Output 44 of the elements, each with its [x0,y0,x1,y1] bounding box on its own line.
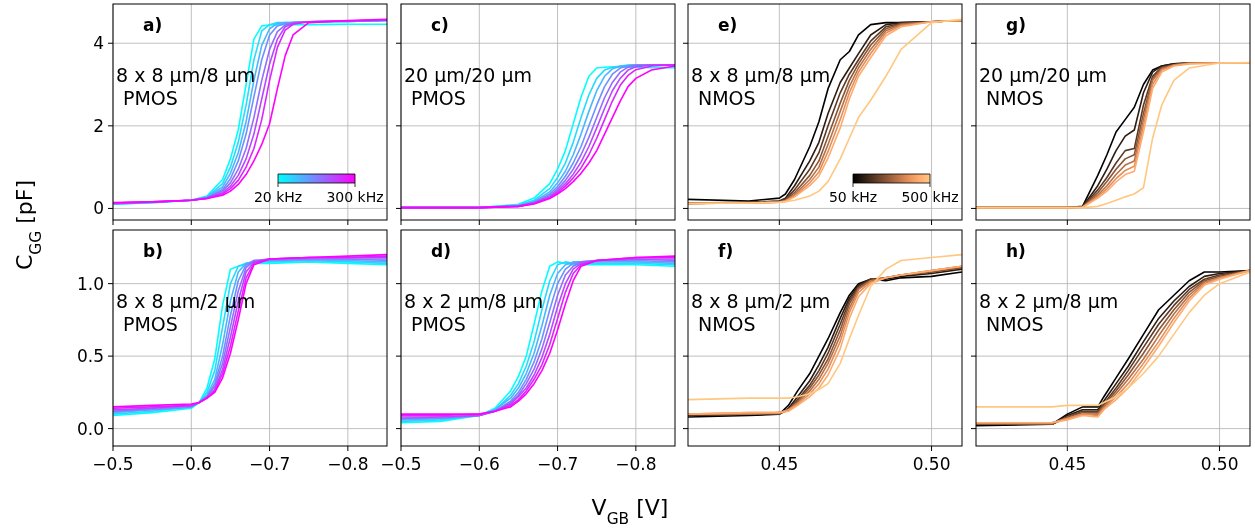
x-tick-label: 0.45 [1048,454,1087,474]
annotation: PMOS [411,87,466,109]
annotation: PMOS [123,313,178,335]
annotation: NMOS [698,87,756,109]
y-tick-label: 4 [93,33,104,54]
annotation: 20 μm/20 μm [979,64,1108,86]
annotation: NMOS [698,313,756,335]
x-tick-label: −0.8 [327,454,369,474]
x-tick-label: −0.6 [458,454,500,474]
annotation: PMOS [123,87,178,109]
annotation: 8 x 2 μm/8 μm [979,290,1119,312]
annotation: g) [1006,15,1026,35]
x-tick-label: −0.6 [170,454,212,474]
x-tick-label: −0.8 [615,454,657,474]
y-tick-label: 0 [93,198,104,219]
annotation: 8 x 8 μm/8 μm [691,64,831,86]
annotation: 8 x 8 μm/2 μm [691,290,831,312]
x-tick-label: −0.5 [380,454,422,474]
y-tick-label: 2 [93,115,104,136]
annotation: NMOS [986,313,1044,335]
annotation: c) [431,15,449,35]
x-axis-title: V$_{GB}$ [V] [591,495,669,528]
y-tick-label: 0.0 [76,418,104,439]
annotation: h) [1006,241,1026,261]
annotation: 50 kHz [828,189,878,205]
annotation: 500 kHz [901,189,959,205]
x-tick-label: −0.5 [92,454,134,474]
y-tick-label: 1.0 [76,273,104,294]
annotation: PMOS [411,313,466,335]
annotation: 300 kHz [326,189,384,205]
x-tick-label: 0.50 [912,454,951,474]
annotation: a) [143,15,163,35]
y-tick-label: 0.5 [76,346,104,367]
x-tick-label: −0.7 [248,454,291,474]
annotation: 20 μm/20 μm [404,64,533,86]
annotation: 20 kHz [253,189,303,205]
x-tick-label: 0.50 [1200,454,1239,474]
annotation: e) [718,15,738,35]
annotation: NMOS [986,87,1044,109]
annotation: d) [431,241,451,261]
x-tick-label: −0.7 [536,454,579,474]
x-tick-label: 0.45 [760,454,799,474]
annotation: f) [718,241,734,261]
annotation: b) [143,241,163,261]
